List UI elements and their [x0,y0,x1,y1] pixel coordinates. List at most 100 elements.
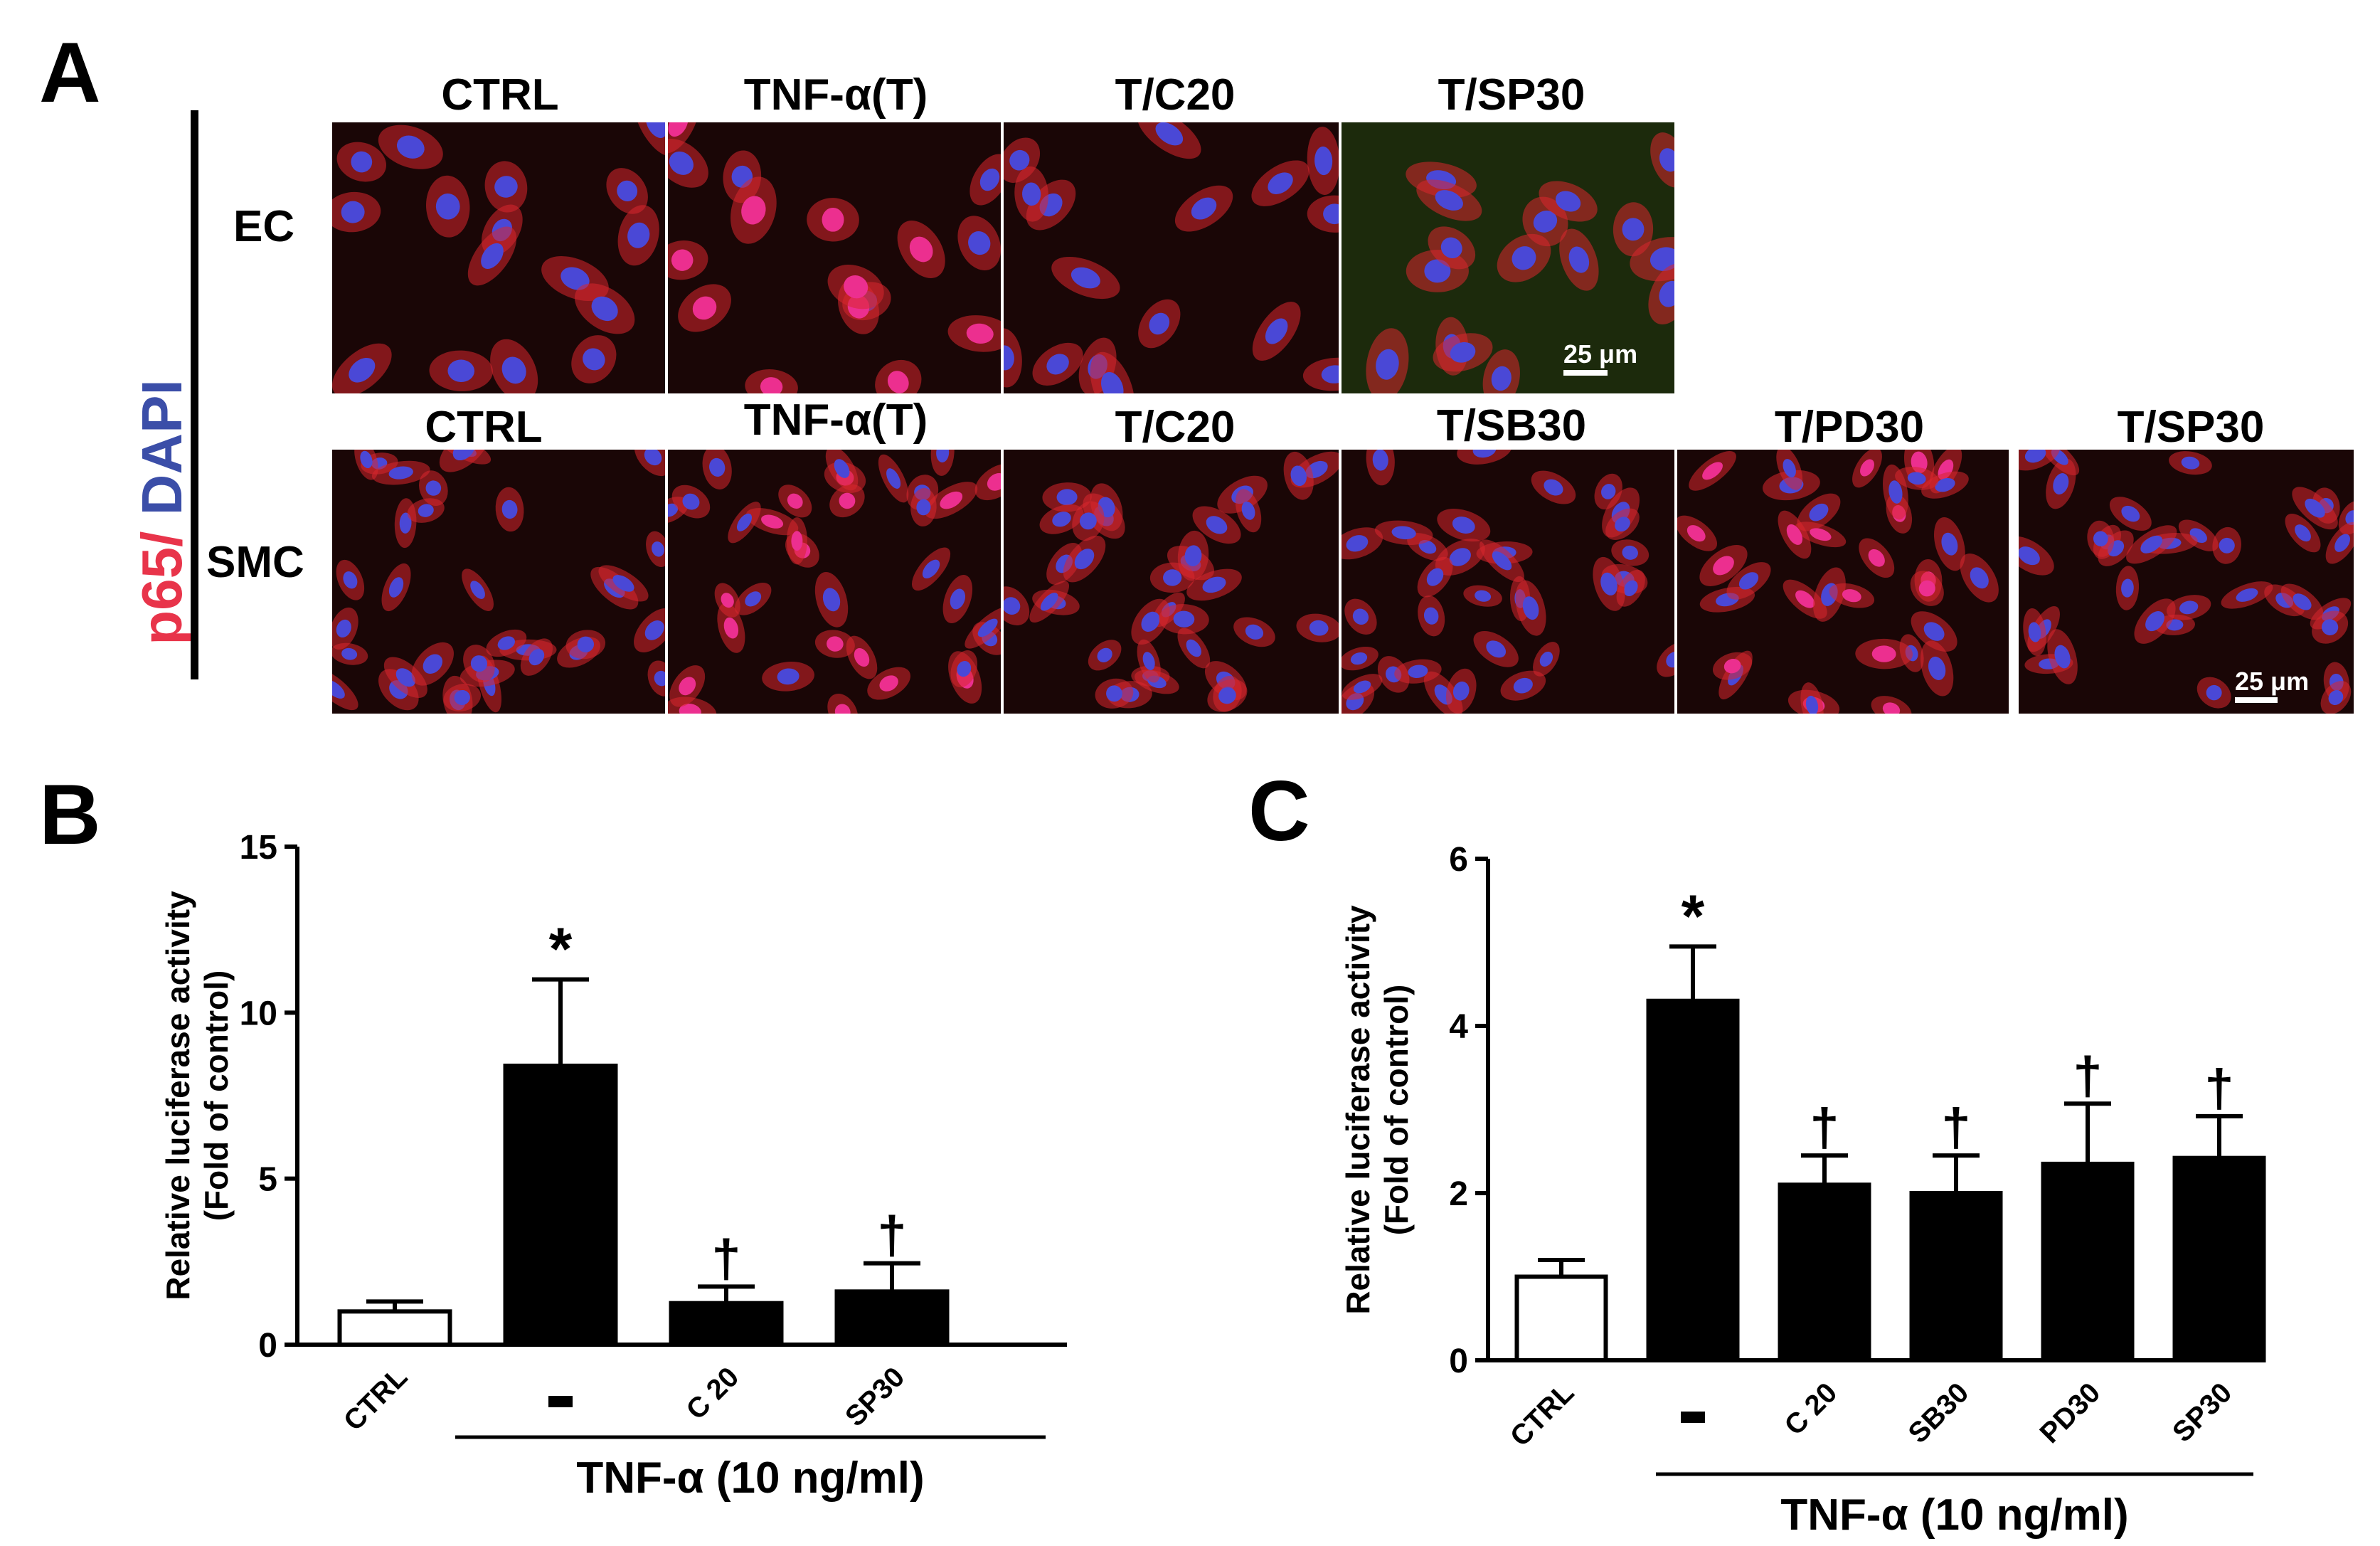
micrograph-texture [332,122,665,393]
cell-nucleus [2121,505,2140,522]
cell-nucleus [343,571,358,589]
micrograph-texture [1004,450,1339,714]
bar [669,1301,784,1347]
cell-nucleus [839,492,856,509]
cell-nucleus [909,236,933,263]
cell-nucleus [1809,503,1829,521]
cell-nucleus [979,168,1000,191]
cell-nucleus [528,649,545,666]
cell-nucleus [822,588,841,612]
cell-nucleus [1556,191,1581,212]
cell-nucleus [1622,545,1638,560]
bar [1514,1274,1608,1362]
cell-nucleus [834,459,850,478]
x-tick-label: PD30 [2034,1377,2106,1449]
group-label: TNF-α (10 ng/ml) [576,1454,924,1503]
cell-nucleus [388,466,413,480]
cell-nucleus [1241,501,1255,520]
cell-nucleus [922,559,940,579]
micrograph-texture [2019,450,2354,714]
cell-nucleus [2024,450,2046,463]
cell-nucleus [497,636,515,650]
smc-row-label: SMC [206,538,304,587]
ec-col-label: CTRL [441,70,559,120]
cell-nucleus [1491,366,1512,391]
cell-nucleus [761,514,784,529]
x-tick-label-dash [1681,1412,1705,1423]
cell-nucleus [1074,549,1095,570]
cell-nucleus [940,491,963,509]
cell-nucleus [1539,651,1553,667]
cell-nucleus [360,450,373,469]
significance-marker: † [2073,1046,2102,1105]
panel-b-letter: B [39,767,101,862]
cell-nucleus [1842,589,1861,603]
smc-micrograph [666,448,1002,715]
cell-nucleus [1513,677,1533,694]
smc-micrograph [1340,448,1676,715]
cell-nucleus [418,504,434,517]
cell-nucleus [470,581,485,599]
ec-scale-bar-line [1563,370,1608,376]
cell-nucleus [2305,498,2325,518]
smc-col-label: T/C20 [1115,403,1236,452]
cell-nucleus [671,249,694,271]
cell-nucleus [1202,576,1226,593]
bar [1646,998,1740,1362]
cell-nucleus [1435,190,1463,211]
ec-micrograph [1002,121,1340,395]
cell-nucleus [1871,645,1896,662]
cell-nucleus [1056,489,1078,506]
cell-nucleus [741,196,766,225]
micrograph-texture [668,122,1001,393]
cell-nucleus [1009,149,1030,171]
cell-nucleus [721,593,734,608]
cell-nucleus [2321,619,2339,635]
cell-nucleus [1321,365,1339,383]
panel-c-letter: C [1248,763,1310,859]
cell-nucleus [968,231,991,255]
smc-col-label: TNF-α(T) [743,396,928,445]
cell-nucleus [1935,477,1955,492]
cell-nucleus [1376,349,1399,380]
cell-nucleus [1544,479,1563,496]
cell-nucleus [692,296,717,320]
cell-nucleus [1659,280,1674,307]
cell-nucleus [1713,556,1734,576]
cell-nucleus [583,348,605,371]
cell-nucleus [887,371,909,393]
cell-nucleus [2093,531,2108,546]
cell-nucleus [1601,484,1616,499]
cell-nucleus [1928,656,1946,680]
cell-nucleus [886,468,901,489]
row-divider-line [191,110,198,679]
cell-nucleus [341,647,358,660]
cell-nucleus [1805,695,1819,714]
significance-marker: * [1682,882,1705,949]
cell-nucleus [1391,526,1416,540]
ec-scale-bar-label: 25 μm [1563,339,1638,369]
ec-col-label: TNF-α(T) [743,70,928,120]
cell-nucleus [1795,590,1815,608]
cell-nucleus [668,503,679,517]
bar [1778,1182,1871,1362]
x-tick-label-dash [548,1396,573,1407]
cell-nucleus [668,122,689,137]
cell-nucleus [1040,593,1058,611]
smc-col-label: T/SB30 [1436,401,1587,450]
y-tick-label: 2 [1449,1175,1468,1213]
cell-nucleus [2028,622,2041,642]
cell-nucleus [399,512,412,534]
cell-nucleus [1149,312,1170,335]
cell-nucleus [341,201,365,223]
cell-nucleus [1786,524,1803,545]
cell-nucleus [1218,687,1236,704]
smc-micrograph [2017,448,2355,715]
cell-nucleus [1155,122,1184,146]
x-tick-label: SB30 [1902,1377,1975,1449]
cell-nucleus [1052,512,1071,527]
group-label: TNF-α (10 ng/ml) [1780,1491,2128,1540]
cell-nucleus [854,647,870,667]
cell-nucleus [2334,534,2350,552]
cell-nucleus [791,531,803,551]
